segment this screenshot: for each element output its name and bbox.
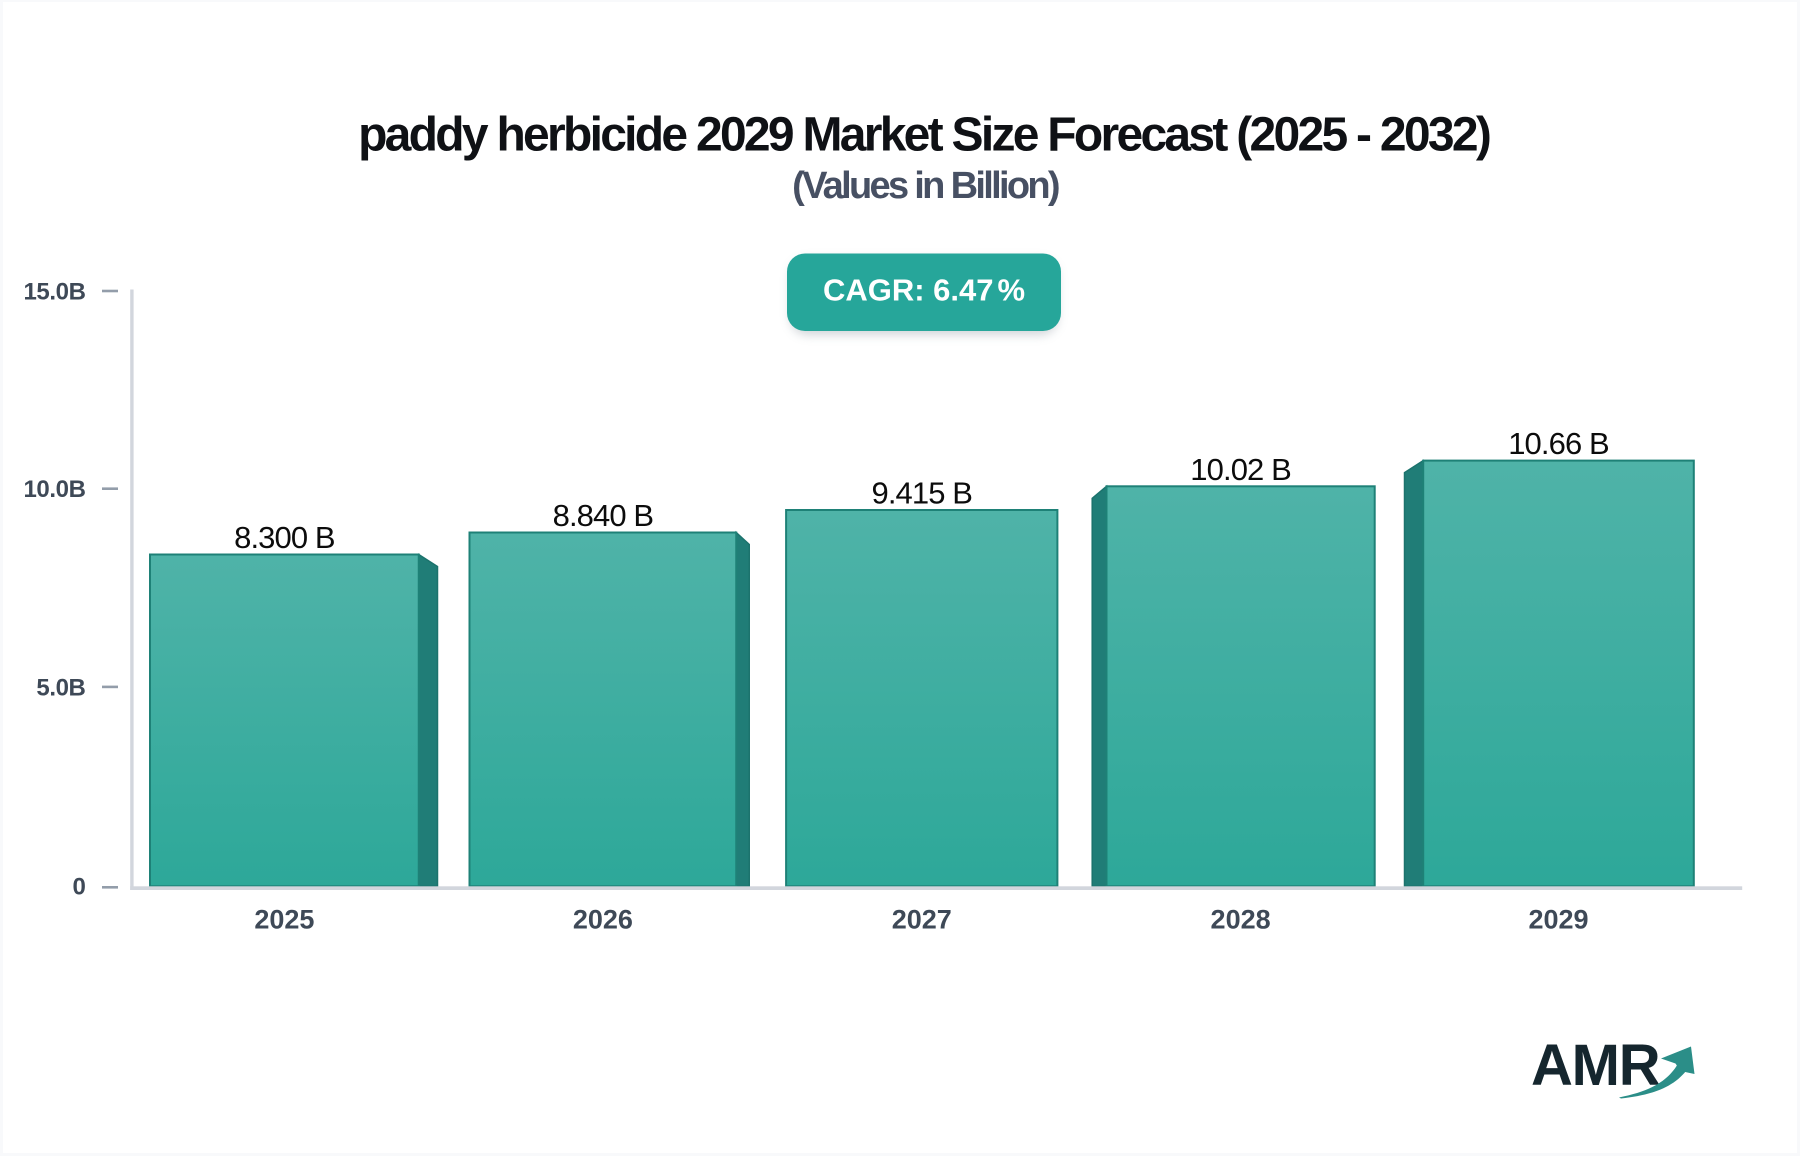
svg-text:5.0B: 5.0B [36, 674, 85, 701]
svg-text:10.02 B: 10.02 B [1190, 452, 1291, 487]
svg-text:2028: 2028 [1211, 904, 1271, 934]
svg-text:2025: 2025 [254, 904, 314, 934]
svg-text:2029: 2029 [1528, 904, 1588, 934]
svg-text:15.0B: 15.0B [23, 278, 85, 305]
svg-text:paddy herbicide 2029 Market Si: paddy herbicide 2029 Market Size Forecas… [358, 109, 1490, 162]
svg-text:10.0B: 10.0B [23, 476, 85, 503]
svg-text:(Values in Billion): (Values in Billion) [792, 165, 1059, 207]
svg-text:8.840 B: 8.840 B [553, 498, 654, 533]
svg-text:0: 0 [73, 874, 86, 901]
svg-text:9.415 B: 9.415 B [872, 476, 973, 511]
svg-text:8.300 B: 8.300 B [234, 520, 335, 555]
svg-text:AMR: AMR [1531, 1033, 1660, 1098]
svg-text:2027: 2027 [892, 904, 952, 934]
svg-text:10.66 B: 10.66 B [1508, 426, 1609, 461]
svg-text:CAGR: 6.47%: CAGR: 6.47% [823, 273, 1025, 308]
svg-text:2026: 2026 [573, 904, 633, 934]
